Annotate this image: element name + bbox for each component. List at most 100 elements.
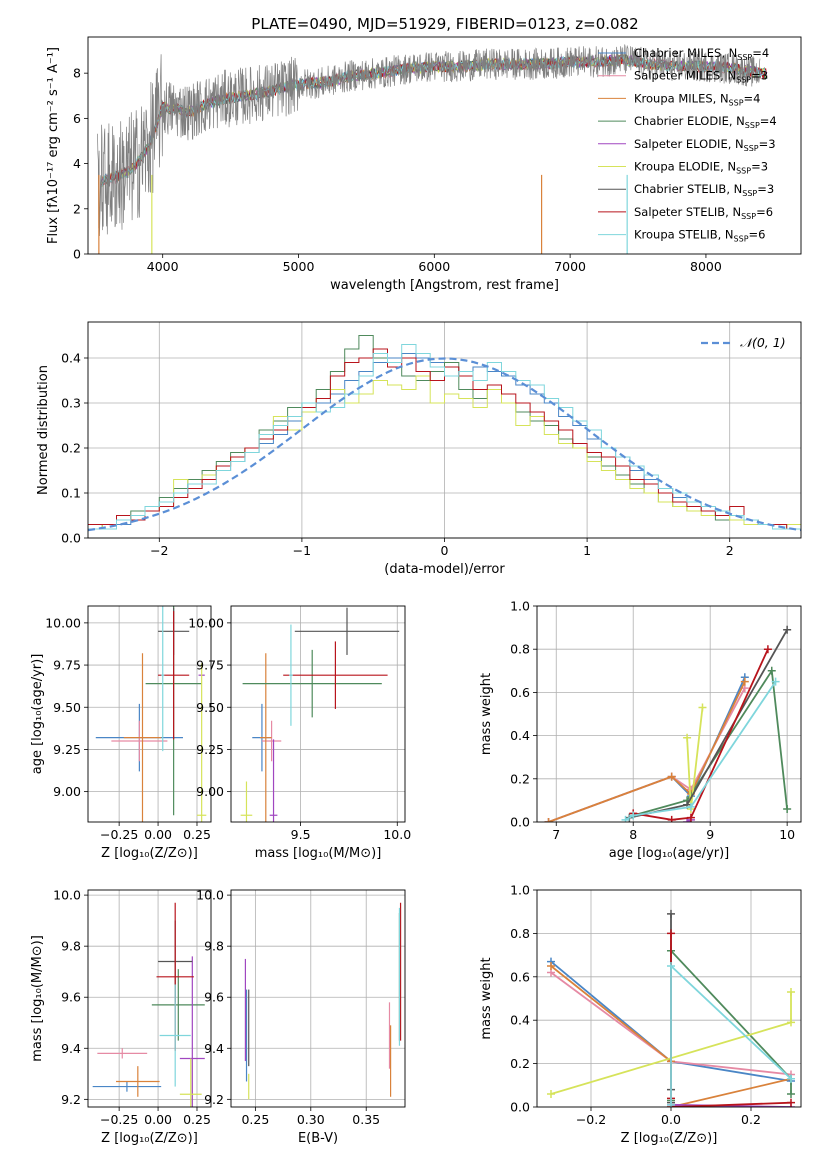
y-tick-label: 9.4 (204, 1041, 224, 1056)
plot-area (244, 902, 402, 1100)
legend-entry: Salpeter MILES, NSSP=3 (634, 69, 768, 85)
weight-marker (783, 625, 792, 634)
weight-marker (629, 811, 638, 820)
x-tick-label: 7000 (554, 259, 586, 274)
x-tick-label: 0.0 (661, 1112, 681, 1127)
plot-area (97, 44, 768, 254)
axes: −0.2 0.0 0.2 0.0 0.2 0.4 0.6 0.8 1.0 Z [log₁₀(Z/Z… (479, 883, 802, 1146)
weight-series-8 (625, 681, 777, 821)
axes-frame (87, 36, 802, 255)
x-tick-label: 5000 (283, 259, 315, 274)
weight-marker (667, 772, 676, 781)
y-tick-label: 9.6 (204, 990, 224, 1005)
axes-frame (87, 605, 212, 823)
weight-marker (667, 961, 675, 970)
weight-marker (686, 802, 695, 811)
axes: 7 8 9 10 0.0 0.2 0.4 0.6 0.8 1.0 age [log₁₀(age/yr… (479, 599, 802, 861)
panel-mass-vs-Z: −0.25 0.00 0.25 9.2 9.4 9.6 9.8 10.0 Z [log₁₀(Z/… (30, 888, 212, 1146)
legend-entry: Chabrier STELIB, NSSP=3 (634, 182, 774, 198)
x-tick-label: −0.25 (100, 1112, 138, 1127)
histogram-5 (88, 375, 801, 530)
weight-marker (544, 818, 553, 822)
y-tick-label: 0.6 (510, 969, 530, 984)
plot-area (547, 909, 795, 1107)
residuals-legend: 𝒩(0, 1) (701, 335, 786, 350)
weight-marker (783, 805, 792, 814)
weight-series-8 (670, 963, 792, 1105)
y-tick-label: 9.75 (53, 658, 81, 673)
y-tick-label: 1.0 (510, 883, 530, 898)
normal-curve (88, 357, 801, 532)
y-tick-label: 0.3 (61, 396, 81, 411)
panel-residuals: −2 −1 0 1 2 0.0 0.1 0.2 0.3 0.4 (data-model)/error… (36, 321, 802, 577)
x-tick-label: −0.25 (100, 827, 138, 842)
x-tick-label: 10.0 (383, 827, 411, 842)
x-tick-label: 1 (583, 543, 591, 558)
data-spectrum-line (97, 44, 761, 237)
x-tick-label: 0.35 (352, 1112, 380, 1127)
x-tick-label: 0.00 (144, 1112, 172, 1127)
y-tick-label: 1.0 (510, 599, 530, 614)
x-tick-label: 2 (726, 543, 734, 558)
y-tick-label: 9.50 (53, 700, 81, 715)
y-tick-label: 9.4 (61, 1041, 81, 1056)
y-tick-label: 9.6 (61, 990, 81, 1005)
y-tick-label: 9.75 (196, 658, 224, 673)
weight-marker (787, 1089, 795, 1098)
y-axis-label: mass [log₁₀(M/M⊙)] (30, 935, 45, 1062)
axes: 4000 5000 6000 7000 8000 0 2 4 6 8 wavelength [Ang… (46, 36, 802, 293)
weight-marker (787, 1018, 795, 1027)
weight-marker (686, 813, 695, 822)
weight-marker (683, 733, 692, 742)
weight-marker (763, 645, 772, 654)
panel-age-vs-mass: 9.5 10.0 9.00 9.25 9.50 9.75 10.00 mass [log₁₀(… (188, 605, 411, 861)
x-tick-label: 0.30 (297, 1112, 325, 1127)
y-tick-label: 0.8 (510, 642, 530, 657)
x-tick-label: −0.2 (576, 1112, 606, 1127)
x-axis-label: wavelength [Angstrom, rest frame] (330, 278, 559, 293)
plot-area (92, 902, 205, 1107)
y-tick-label: 10.00 (188, 615, 224, 630)
x-tick-label: 8000 (690, 259, 722, 274)
axes-frame (230, 889, 406, 1108)
weight-marker (667, 1100, 675, 1107)
y-tick-label: 9.25 (196, 742, 224, 757)
y-tick-label: 0.4 (61, 351, 81, 366)
y-tick-label: 0.6 (510, 685, 530, 700)
x-axis-label: Z [log₁₀(Z/Z⊙)] (101, 1131, 198, 1146)
legend-entry: Chabrier MILES, NSSP=4 (634, 46, 769, 62)
y-tick-label: 0.4 (510, 728, 530, 743)
panel-age-vs-Z: −0.25 0.00 0.25 9.00 9.25 9.50 9.75 10.00 Z [log… (30, 605, 212, 861)
x-tick-label: 0.00 (144, 827, 172, 842)
y-tick-label: 4 (73, 156, 81, 171)
figure-title: PLATE=0490, MJD=51929, FIBERID=0123, z=0… (251, 15, 638, 33)
x-tick-label: −2 (150, 543, 168, 558)
weight-marker (667, 929, 675, 938)
x-axis-label: E(B-V) (298, 1131, 338, 1146)
x-tick-label: 0.25 (241, 1112, 269, 1127)
x-tick-label: 8 (629, 827, 637, 842)
weight-series-3 (632, 668, 788, 817)
panel-spectrum: 4000 5000 6000 7000 8000 0 2 4 6 8 wavelength [Ang… (46, 36, 802, 293)
x-tick-label: −1 (293, 543, 311, 558)
plot-area (95, 606, 207, 822)
x-axis-label: Z [log₁₀(Z/Z⊙)] (101, 846, 198, 861)
y-tick-label: 0.0 (510, 1100, 530, 1115)
y-tick-label: 0.4 (510, 1013, 530, 1028)
y-tick-label: 0.0 (510, 815, 530, 830)
x-tick-label: 10 (779, 827, 795, 842)
histogram-8 (88, 344, 801, 530)
y-tick-label: 9.00 (53, 784, 81, 799)
x-tick-label: 0.25 (183, 1112, 211, 1127)
x-tick-label: 9.5 (291, 827, 311, 842)
weight-marker (740, 677, 749, 686)
x-axis-label: mass [log₁₀(M/M⊙)] (255, 846, 382, 861)
legend-entry: Kroupa MILES, NSSP=4 (634, 91, 760, 107)
panel-weight-vs-age: 7 8 9 10 0.0 0.2 0.4 0.6 0.8 1.0 age [log₁₀(age/yr… (479, 599, 802, 861)
x-tick-label: 7 (552, 827, 560, 842)
axes-frame (536, 605, 802, 823)
legend-entry: 𝒩(0, 1) (740, 335, 786, 350)
legend-entry: Kroupa ELODIE, NSSP=3 (634, 160, 768, 176)
weight-series-2 (548, 681, 746, 822)
